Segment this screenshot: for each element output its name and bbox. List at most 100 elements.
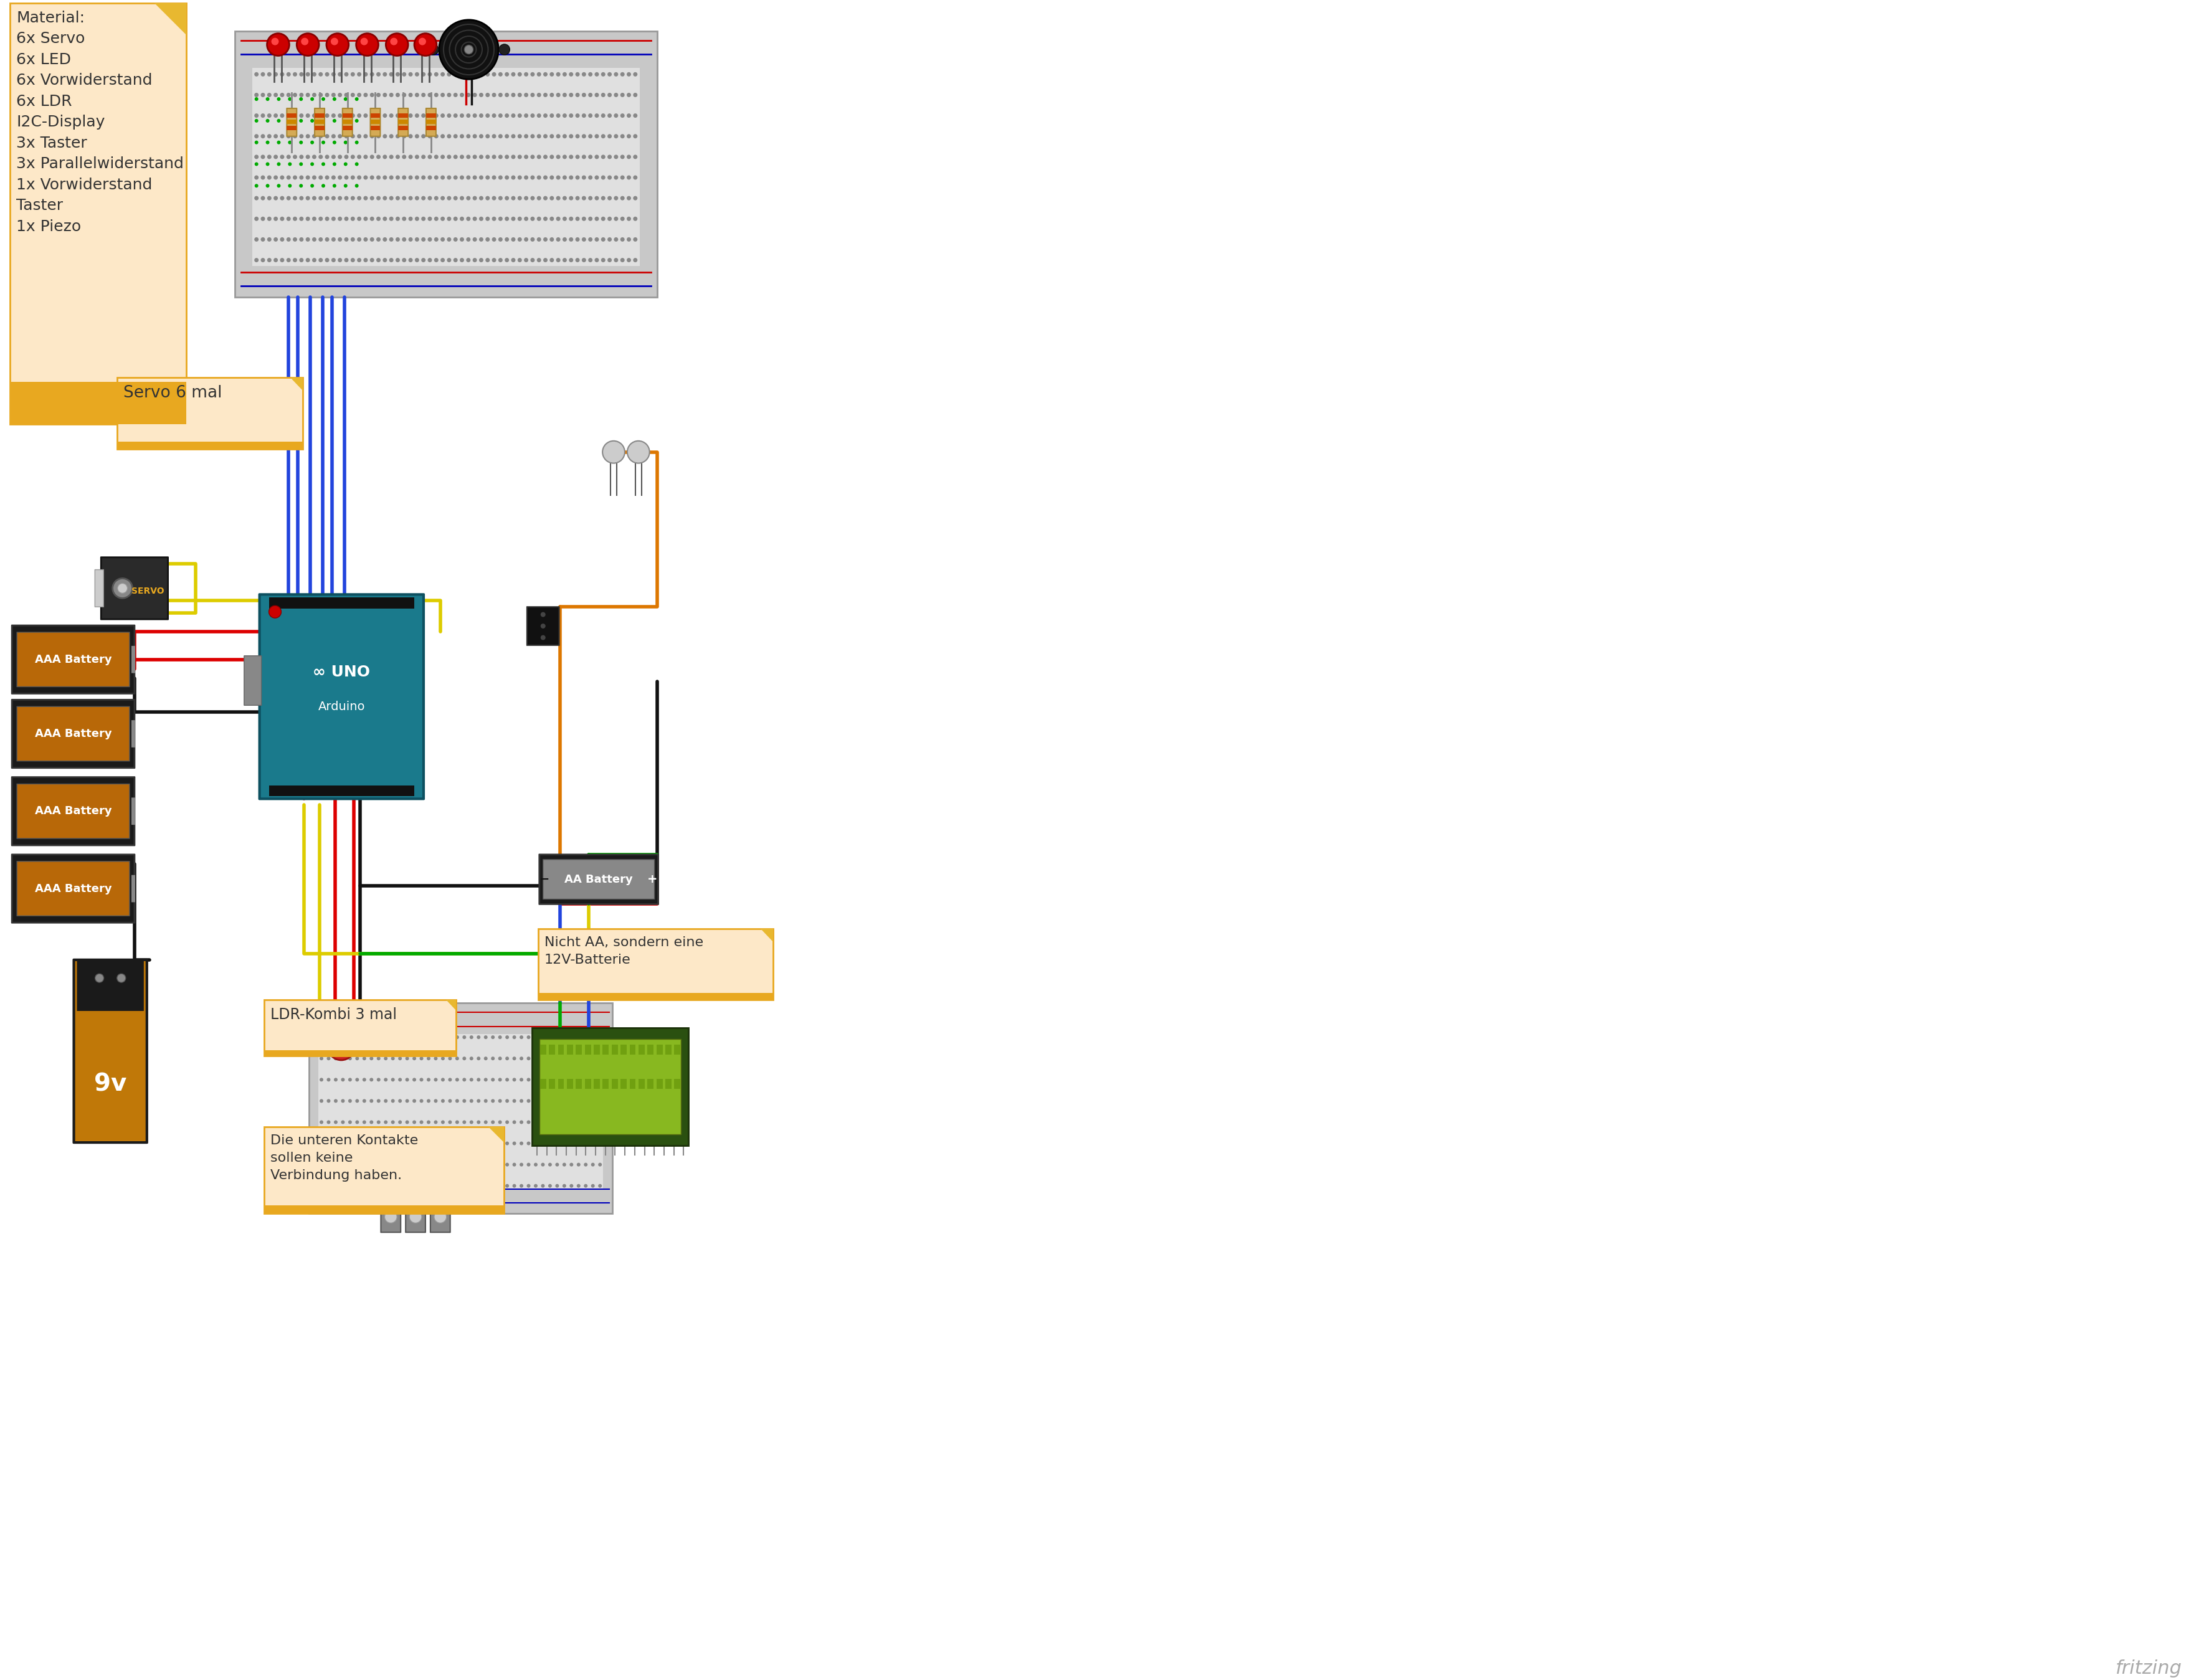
Circle shape (398, 1141, 402, 1146)
Circle shape (298, 134, 303, 138)
Circle shape (327, 34, 349, 55)
Circle shape (298, 119, 303, 123)
Circle shape (440, 175, 444, 180)
Text: −: − (539, 874, 550, 885)
Circle shape (391, 1121, 395, 1124)
Circle shape (382, 197, 387, 200)
Circle shape (398, 1079, 402, 1082)
Circle shape (462, 1121, 466, 1124)
Circle shape (389, 217, 393, 222)
Circle shape (358, 134, 362, 138)
Circle shape (398, 1057, 402, 1060)
Circle shape (526, 1099, 530, 1102)
Circle shape (254, 217, 258, 222)
Circle shape (351, 92, 356, 97)
Circle shape (294, 237, 298, 242)
Text: AAA Battery: AAA Battery (35, 654, 113, 665)
Circle shape (557, 114, 561, 118)
Circle shape (398, 1035, 402, 1040)
Circle shape (581, 155, 585, 160)
Circle shape (479, 134, 484, 138)
Circle shape (446, 259, 451, 262)
Circle shape (621, 217, 625, 222)
Circle shape (338, 237, 342, 242)
Circle shape (479, 92, 484, 97)
Circle shape (311, 197, 316, 200)
Circle shape (300, 37, 309, 45)
Bar (342, 113, 353, 118)
FancyBboxPatch shape (638, 1045, 645, 1055)
Bar (371, 113, 380, 118)
Circle shape (530, 237, 535, 242)
Circle shape (369, 114, 373, 118)
Circle shape (581, 134, 585, 138)
Circle shape (281, 134, 285, 138)
Circle shape (391, 1184, 395, 1188)
Circle shape (376, 92, 380, 97)
Circle shape (510, 155, 515, 160)
Circle shape (581, 92, 585, 97)
Circle shape (486, 72, 490, 77)
Circle shape (298, 259, 303, 262)
Circle shape (345, 155, 349, 160)
Circle shape (287, 237, 292, 242)
Circle shape (254, 175, 258, 180)
Circle shape (621, 259, 625, 262)
Circle shape (554, 1141, 559, 1146)
Circle shape (499, 1079, 501, 1082)
Circle shape (601, 72, 605, 77)
Circle shape (340, 1035, 345, 1040)
FancyBboxPatch shape (11, 381, 186, 423)
Circle shape (369, 259, 373, 262)
Circle shape (254, 134, 258, 138)
Circle shape (345, 183, 347, 188)
Circle shape (634, 134, 638, 138)
Circle shape (592, 1184, 594, 1188)
Circle shape (267, 175, 272, 180)
Circle shape (402, 155, 406, 160)
Circle shape (409, 217, 413, 222)
Circle shape (524, 175, 528, 180)
Circle shape (526, 1184, 530, 1188)
Circle shape (490, 1141, 495, 1146)
Circle shape (267, 237, 272, 242)
Circle shape (334, 1040, 349, 1053)
Circle shape (281, 217, 285, 222)
Circle shape (318, 114, 323, 118)
Circle shape (466, 259, 471, 262)
Circle shape (398, 1099, 402, 1102)
Circle shape (395, 114, 400, 118)
Text: Arduino: Arduino (318, 701, 364, 712)
Circle shape (422, 175, 426, 180)
Circle shape (459, 237, 464, 242)
Circle shape (563, 217, 568, 222)
Circle shape (524, 217, 528, 222)
Circle shape (459, 175, 464, 180)
Circle shape (378, 1057, 380, 1060)
Circle shape (378, 1079, 380, 1082)
Circle shape (309, 97, 314, 101)
Circle shape (117, 974, 126, 983)
Circle shape (440, 134, 444, 138)
Bar (398, 113, 409, 118)
Circle shape (448, 1079, 453, 1082)
Circle shape (287, 92, 292, 97)
Circle shape (506, 1079, 508, 1082)
Circle shape (550, 114, 554, 118)
Circle shape (459, 134, 464, 138)
Circle shape (594, 259, 599, 262)
Circle shape (557, 155, 561, 160)
Circle shape (499, 197, 504, 200)
Circle shape (298, 197, 303, 200)
Circle shape (459, 114, 464, 118)
Circle shape (391, 1163, 395, 1166)
Circle shape (499, 1121, 501, 1124)
Bar (371, 119, 380, 124)
Circle shape (323, 119, 325, 123)
Circle shape (261, 175, 265, 180)
Circle shape (384, 1184, 387, 1188)
Circle shape (265, 97, 269, 101)
FancyBboxPatch shape (665, 1045, 672, 1055)
Circle shape (455, 1184, 459, 1188)
Circle shape (395, 175, 400, 180)
